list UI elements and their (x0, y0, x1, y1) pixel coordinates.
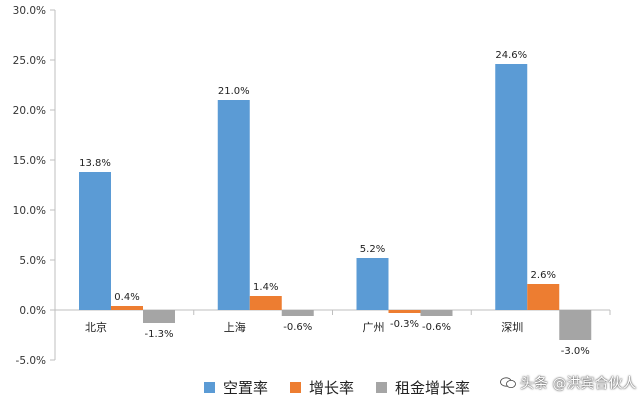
legend-item: 增长率 (290, 377, 354, 398)
bar (559, 310, 592, 340)
y-tick-label: 20.0% (13, 105, 46, 117)
bar (143, 310, 175, 323)
bar (281, 310, 314, 316)
category-label: 广州 (363, 321, 385, 334)
data-label: 21.0% (218, 86, 250, 97)
bar (388, 310, 421, 313)
data-label: 1.4% (253, 282, 278, 293)
data-label: 0.4% (114, 292, 139, 303)
data-label: -0.6% (422, 322, 451, 333)
watermark-text: 头条 @洪宾合伙人 (520, 376, 637, 392)
bar (420, 310, 453, 316)
legend-label: 增长率 (309, 378, 355, 397)
legend: 空置率 增长率 租金增长率 (204, 375, 470, 399)
y-tick-label: 10.0% (13, 205, 46, 217)
data-label: 24.6% (495, 50, 527, 61)
bar (356, 258, 389, 310)
y-tick-label: 0.0% (19, 305, 46, 317)
data-label: -0.6% (283, 322, 312, 333)
bar (217, 100, 250, 310)
legend-label: 租金增长率 (395, 378, 471, 397)
watermark: 头条 @洪宾合伙人 (500, 371, 636, 395)
data-label: 5.2% (360, 244, 385, 255)
category-label: 北京 (85, 320, 107, 334)
category-label: 上海 (224, 320, 246, 334)
legend-item: 空置率 (204, 377, 268, 398)
chat-bubble-icon (500, 377, 516, 389)
legend-item: 租金增长率 (376, 377, 470, 398)
legend-swatch (376, 381, 388, 393)
legend-swatch (290, 381, 302, 393)
data-label: -0.3% (390, 319, 419, 330)
y-tick-label: 25.0% (13, 55, 46, 67)
legend-label: 空置率 (223, 378, 269, 397)
bar (495, 64, 528, 310)
data-label: 2.6% (531, 270, 556, 281)
category-label: 深圳 (501, 321, 523, 334)
y-tick-label: 30.0% (13, 5, 46, 17)
bar (527, 284, 560, 310)
bar (79, 172, 111, 310)
y-tick-label: -5.0% (16, 355, 46, 367)
data-label: -3.0% (561, 346, 590, 357)
data-label: 13.8% (79, 158, 111, 169)
data-label: -1.3% (144, 329, 173, 340)
bar (111, 306, 143, 310)
y-tick-label: 5.0% (19, 255, 46, 267)
legend-swatch (204, 381, 215, 393)
y-tick-label: 15.0% (13, 155, 46, 167)
bar (249, 296, 282, 310)
